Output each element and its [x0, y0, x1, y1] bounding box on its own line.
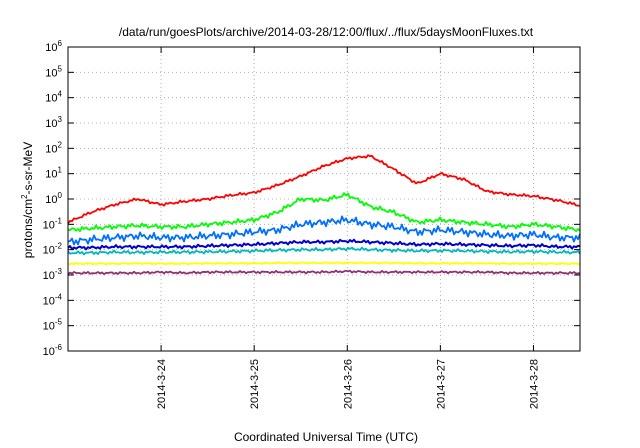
- x-tick-label: 2014-3-27: [435, 359, 447, 409]
- series-group: [67, 154, 581, 276]
- series-line: [67, 238, 581, 251]
- chart-title: /data/run/goesPlots/archive/2014-03-28/1…: [119, 25, 534, 39]
- series-line: [67, 269, 581, 276]
- y-tick-label: 102: [45, 140, 62, 155]
- y-label-rest: -s-sr-MeV: [21, 142, 35, 195]
- y-tick-label: 10-2: [43, 242, 63, 257]
- series-line: [67, 261, 581, 266]
- y-tick-label: 106: [45, 39, 62, 54]
- y-label-exponent: 2: [20, 194, 29, 199]
- x-axis: 2014-3-24 2014-3-25 2014-3-26 2014-3-27 2014…: [156, 47, 540, 409]
- x-tick-label: 2014-3-24: [156, 359, 168, 409]
- y-tick-label: 103: [45, 115, 62, 130]
- y-tick-label: 104: [45, 90, 62, 105]
- x-axis-label: Coordinated Universal Time (UTC): [234, 430, 418, 444]
- y-axis: 10-6 10-5 10-4 10-3 10-2 10-1 100 101 102 103 104 1…: [43, 39, 580, 358]
- y-tick-label: 10-4: [43, 292, 63, 307]
- series-line: [67, 215, 581, 246]
- y-tick-label: 10-3: [43, 267, 63, 282]
- series-line: [67, 192, 581, 233]
- x-tick-label: 2014-3-28: [528, 359, 540, 409]
- x-tick-label: 2014-3-25: [249, 359, 261, 409]
- y-tick-label: 10-5: [43, 318, 63, 333]
- y-tick-label: 10-1: [43, 216, 63, 231]
- y-tick-label: 105: [45, 64, 62, 79]
- y-label-base: protons/cm: [21, 199, 35, 258]
- x-tick-label: 2014-3-26: [342, 359, 354, 409]
- y-tick-label: 101: [45, 166, 62, 181]
- y-tick-label: 10-6: [43, 343, 63, 358]
- series-line: [67, 154, 581, 225]
- y-tick-label: 100: [45, 191, 62, 206]
- series-line: [67, 246, 581, 256]
- y-axis-label: protons/cm2-s-sr-MeV: [20, 142, 35, 258]
